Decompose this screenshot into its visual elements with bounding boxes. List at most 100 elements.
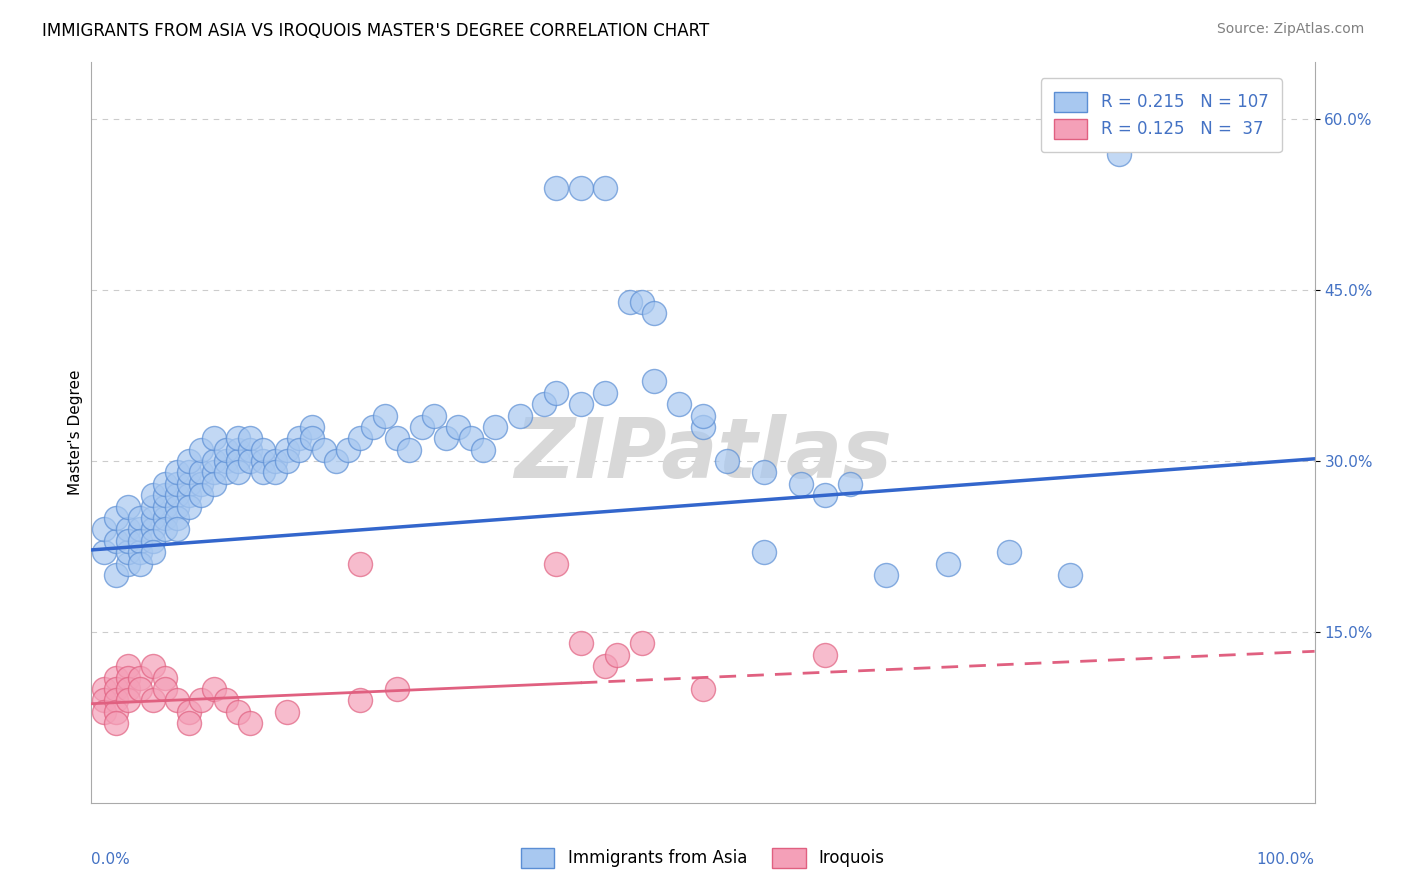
Point [239, 716, 262, 731]
Point [301, 431, 323, 445]
Point [1059, 568, 1081, 582]
Point [190, 693, 212, 707]
Point [276, 454, 298, 468]
Point [546, 385, 568, 400]
Legend: R = 0.215   N = 107, R = 0.125   N =  37: R = 0.215 N = 107, R = 0.125 N = 37 [1040, 78, 1282, 153]
Point [141, 488, 163, 502]
Point [998, 545, 1021, 559]
Point [153, 476, 176, 491]
Text: 100.0%: 100.0% [1257, 852, 1315, 867]
Point [349, 693, 371, 707]
Point [117, 545, 139, 559]
Point [312, 442, 335, 457]
Point [153, 523, 176, 537]
Point [93, 693, 115, 707]
Point [202, 681, 225, 696]
Point [104, 533, 127, 548]
Point [153, 681, 176, 696]
Point [276, 705, 298, 719]
Point [141, 500, 163, 514]
Point [104, 705, 127, 719]
Point [179, 488, 201, 502]
Point [631, 294, 654, 309]
Point [239, 431, 262, 445]
Point [129, 545, 152, 559]
Point [202, 466, 225, 480]
Legend: Immigrants from Asia, Iroquois: Immigrants from Asia, Iroquois [515, 841, 891, 875]
Point [533, 397, 555, 411]
Point [349, 557, 371, 571]
Point [337, 442, 360, 457]
Point [129, 557, 152, 571]
Point [349, 431, 371, 445]
Point [190, 476, 212, 491]
Point [838, 476, 860, 491]
Point [202, 454, 225, 468]
Point [141, 545, 163, 559]
Point [814, 648, 837, 662]
Point [179, 466, 201, 480]
Point [361, 420, 384, 434]
Point [593, 659, 616, 673]
Point [385, 681, 409, 696]
Point [104, 681, 127, 696]
Point [190, 488, 212, 502]
Point [814, 488, 837, 502]
Point [643, 306, 665, 320]
Point [631, 636, 654, 650]
Point [471, 442, 494, 457]
Point [117, 557, 139, 571]
Point [215, 442, 238, 457]
Point [104, 693, 127, 707]
Point [166, 488, 188, 502]
Point [668, 397, 690, 411]
Point [153, 671, 176, 685]
Point [447, 420, 470, 434]
Point [226, 431, 249, 445]
Point [153, 500, 176, 514]
Point [179, 500, 201, 514]
Point [239, 442, 262, 457]
Point [93, 523, 115, 537]
Point [117, 671, 139, 685]
Point [692, 420, 714, 434]
Point [117, 659, 139, 673]
Point [166, 500, 188, 514]
Point [141, 533, 163, 548]
Point [692, 681, 714, 696]
Text: IMMIGRANTS FROM ASIA VS IROQUOIS MASTER'S DEGREE CORRELATION CHART: IMMIGRANTS FROM ASIA VS IROQUOIS MASTER'… [42, 22, 710, 40]
Point [374, 409, 396, 423]
Point [434, 431, 457, 445]
Point [754, 545, 776, 559]
Point [141, 659, 163, 673]
Point [179, 454, 201, 468]
Point [226, 454, 249, 468]
Point [593, 180, 616, 194]
Point [166, 523, 188, 537]
Point [141, 693, 163, 707]
Point [117, 693, 139, 707]
Point [153, 511, 176, 525]
Point [104, 511, 127, 525]
Point [875, 568, 898, 582]
Point [117, 523, 139, 537]
Point [215, 693, 238, 707]
Point [104, 671, 127, 685]
Point [252, 454, 274, 468]
Point [264, 454, 287, 468]
Point [93, 681, 115, 696]
Point [619, 294, 641, 309]
Point [166, 511, 188, 525]
Point [129, 523, 152, 537]
Point [398, 442, 420, 457]
Point [288, 431, 311, 445]
Point [606, 648, 628, 662]
Point [569, 397, 592, 411]
Point [166, 693, 188, 707]
Point [104, 568, 127, 582]
Point [179, 705, 201, 719]
Point [460, 431, 482, 445]
Point [117, 533, 139, 548]
Y-axis label: Master's Degree: Master's Degree [67, 370, 83, 495]
Point [276, 442, 298, 457]
